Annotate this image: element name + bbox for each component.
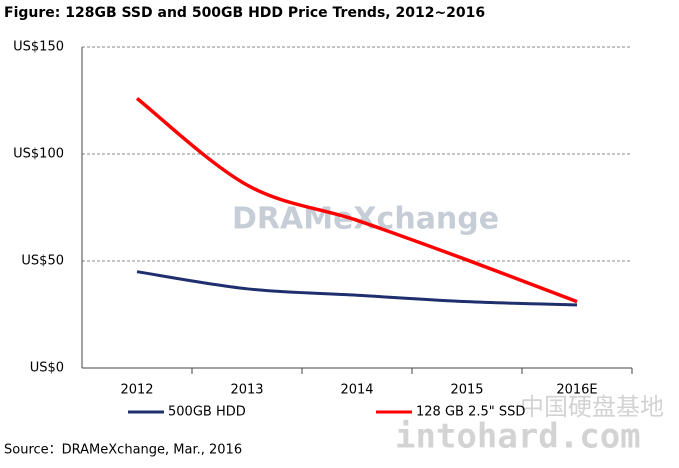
x-tick-label: 2015: [450, 383, 483, 398]
y-tick-label: US$100: [13, 147, 64, 162]
series-line: [135, 96, 578, 304]
watermark: intohard.com: [395, 417, 641, 457]
watermark: 中国硬盘基地: [520, 393, 664, 421]
x-tick-label: 2014: [340, 383, 373, 398]
y-tick-label: US$150: [13, 40, 64, 55]
source-note: Source：DRAMeXchange, Mar., 2016: [4, 443, 242, 458]
x-tick-label: 2013: [230, 383, 263, 398]
y-tick-label: US$0: [30, 361, 64, 376]
x-tick-label: 2016E: [556, 383, 597, 398]
y-tick-label: US$50: [21, 254, 64, 269]
x-tick-label: 2012: [120, 383, 153, 398]
legend-label: 500GB HDD: [168, 405, 246, 420]
watermark: DRAMeXchange: [232, 202, 499, 237]
chart-title: Figure: 128GB SSD and 500GB HDD Price Tr…: [4, 5, 485, 21]
legend-label: 128 GB 2.5" SSD: [416, 405, 525, 420]
series-line: [136, 270, 578, 307]
